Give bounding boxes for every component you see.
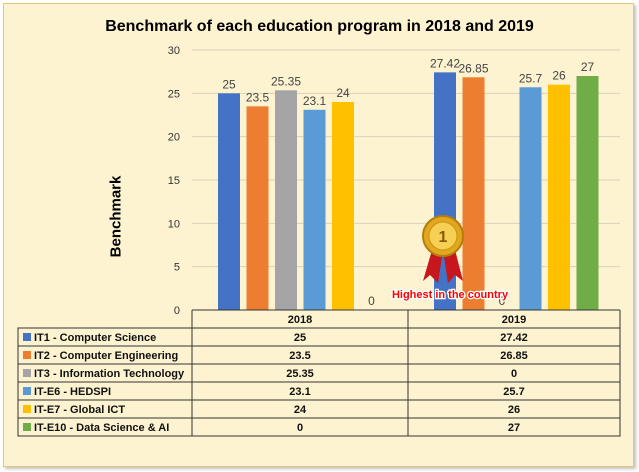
data-label: 23.1 bbox=[303, 94, 327, 108]
legend-entry: IT2 - Computer Engineering bbox=[34, 350, 178, 362]
bar bbox=[275, 90, 297, 310]
chart-title: Benchmark of each education program in 2… bbox=[105, 18, 534, 35]
y-tick-label: 15 bbox=[168, 175, 180, 187]
y-tick-label: 25 bbox=[168, 88, 180, 100]
y-tick-label: 5 bbox=[174, 262, 180, 274]
table-value: 27 bbox=[508, 422, 520, 434]
y-tick-label: 30 bbox=[168, 45, 180, 57]
legend-swatch bbox=[23, 423, 31, 431]
data-label: 26 bbox=[552, 69, 566, 83]
bar bbox=[218, 93, 240, 310]
data-label: 25.7 bbox=[519, 71, 543, 85]
bar bbox=[576, 76, 599, 310]
legend-swatch bbox=[23, 333, 31, 341]
table-value: 27.42 bbox=[500, 332, 528, 344]
table-value: 25 bbox=[294, 332, 306, 344]
annotation-text: Highest in the country bbox=[392, 289, 509, 301]
bar bbox=[246, 106, 269, 310]
data-label: 25.35 bbox=[271, 74, 301, 88]
table-value: 23.5 bbox=[289, 350, 310, 362]
bar bbox=[519, 87, 542, 311]
table-value: 0 bbox=[297, 422, 303, 434]
medal-icon bbox=[422, 215, 464, 283]
bar bbox=[548, 84, 570, 311]
table-value: 24 bbox=[294, 404, 307, 416]
legend-entry: IT1 - Computer Science bbox=[34, 332, 156, 344]
y-tick-label: 10 bbox=[168, 218, 180, 230]
table-value: 23.1 bbox=[289, 386, 310, 398]
medal-ribbon-right bbox=[443, 250, 463, 283]
bar bbox=[332, 102, 354, 310]
data-label: 27.42 bbox=[430, 56, 460, 70]
data-label: 0 bbox=[368, 294, 375, 308]
legend-swatch bbox=[23, 369, 31, 377]
y-tick-label: 0 bbox=[174, 305, 180, 317]
data-label: 26.85 bbox=[458, 61, 488, 75]
legend-entry: IT-E6 - HEDSPI bbox=[34, 386, 111, 398]
data-label: 27 bbox=[581, 60, 595, 74]
medal-ribbon-left bbox=[423, 250, 443, 283]
data-label: 24 bbox=[336, 86, 350, 100]
legend-entry: IT-E10 - Data Science & AI bbox=[34, 422, 169, 434]
medal-number: 1 bbox=[439, 229, 448, 246]
table-value: 26 bbox=[508, 404, 520, 416]
legend-entry: IT-E7 - Global ICT bbox=[34, 404, 125, 416]
data-label: 23.5 bbox=[246, 90, 270, 104]
data-label: 25 bbox=[222, 77, 236, 91]
table-category-label: 2018 bbox=[288, 314, 312, 326]
data-label: 0 bbox=[499, 294, 506, 308]
legend-swatch bbox=[23, 405, 31, 413]
y-tick-label: 20 bbox=[168, 132, 180, 144]
bar bbox=[303, 109, 326, 310]
bar bbox=[462, 77, 485, 310]
table-value: 25.7 bbox=[503, 386, 524, 398]
table-value: 25.35 bbox=[286, 368, 314, 380]
table-category-label: 2019 bbox=[502, 314, 526, 326]
table-value: 0 bbox=[511, 368, 517, 380]
medal-inner bbox=[428, 221, 458, 251]
table-value: 26.85 bbox=[500, 350, 528, 362]
legend-swatch bbox=[23, 387, 31, 395]
legend-entry: IT3 - Information Technology bbox=[34, 368, 185, 380]
legend-swatch bbox=[23, 351, 31, 359]
